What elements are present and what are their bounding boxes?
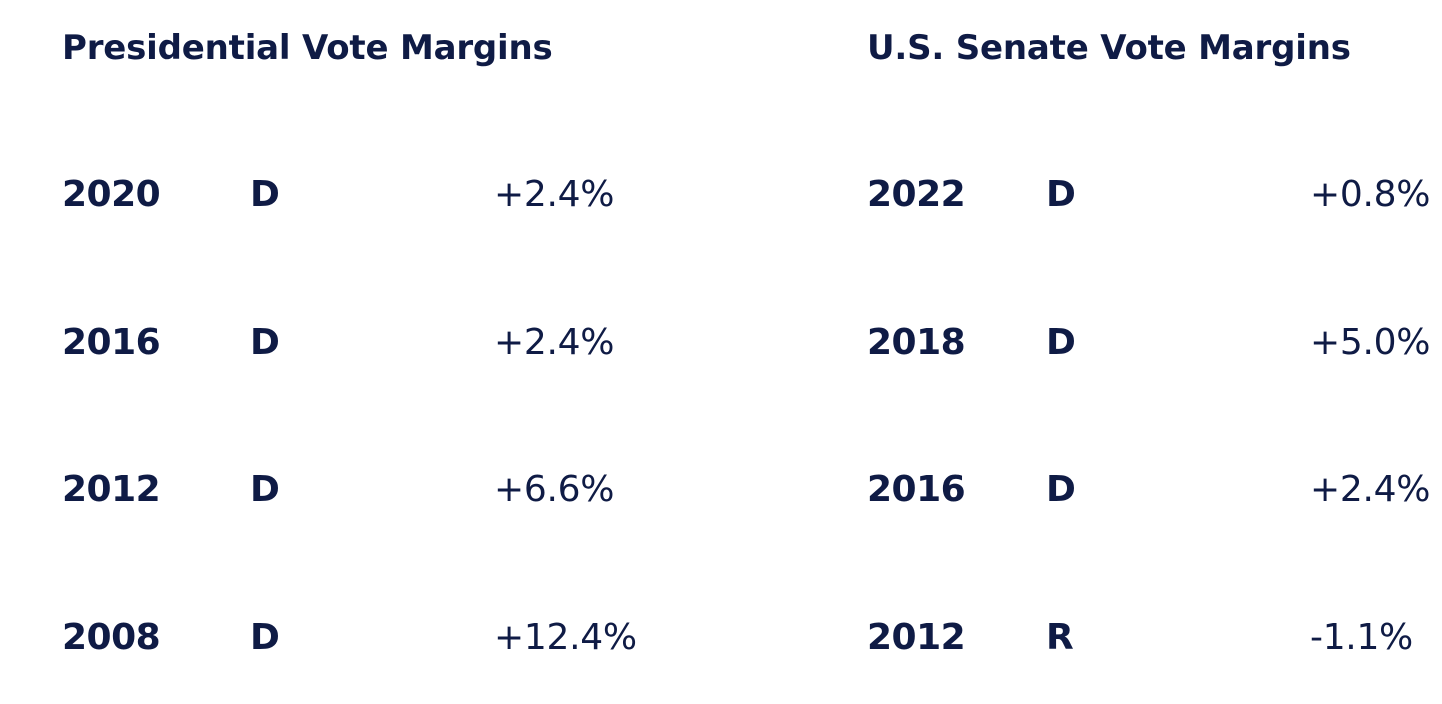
year-cell: 2016 <box>62 322 161 363</box>
presidential-title: Presidential Vote Margins <box>62 28 553 68</box>
party-cell: D <box>250 322 280 363</box>
party-cell: D <box>250 617 280 658</box>
presidential-margins-panel: Presidential Vote Margins 2020 D +2.4% 2… <box>62 0 822 704</box>
party-cell: R <box>1046 617 1074 658</box>
party-cell: D <box>250 174 280 215</box>
margin-cell: +0.8% <box>1310 174 1431 215</box>
year-cell: 2012 <box>62 469 161 510</box>
margin-cell: +2.4% <box>494 322 615 363</box>
year-cell: 2012 <box>867 617 966 658</box>
presidential-row: 2016 D +2.4% <box>62 320 822 366</box>
presidential-row: 2008 D +12.4% <box>62 615 822 661</box>
year-cell: 2022 <box>867 174 966 215</box>
senate-margins-panel: U.S. Senate Vote Margins 2022 D +0.8% 20… <box>867 0 1437 704</box>
senate-row: 2012 R -1.1% <box>867 615 1437 661</box>
year-cell: 2008 <box>62 617 161 658</box>
margin-cell: +6.6% <box>494 469 615 510</box>
party-cell: D <box>1046 174 1076 215</box>
year-cell: 2018 <box>867 322 966 363</box>
margin-cell: +5.0% <box>1310 322 1431 363</box>
party-cell: D <box>1046 322 1076 363</box>
senate-row: 2016 D +2.4% <box>867 467 1437 513</box>
margin-cell: -1.1% <box>1310 617 1413 658</box>
margin-cell: +2.4% <box>1310 469 1431 510</box>
senate-row: 2018 D +5.0% <box>867 320 1437 366</box>
presidential-row: 2020 D +2.4% <box>62 172 822 218</box>
year-cell: 2020 <box>62 174 161 215</box>
party-cell: D <box>250 469 280 510</box>
senate-title: U.S. Senate Vote Margins <box>867 28 1351 68</box>
senate-row: 2022 D +0.8% <box>867 172 1437 218</box>
margin-cell: +12.4% <box>494 617 637 658</box>
year-cell: 2016 <box>867 469 966 510</box>
presidential-row: 2012 D +6.6% <box>62 467 822 513</box>
margin-cell: +2.4% <box>494 174 615 215</box>
party-cell: D <box>1046 469 1076 510</box>
